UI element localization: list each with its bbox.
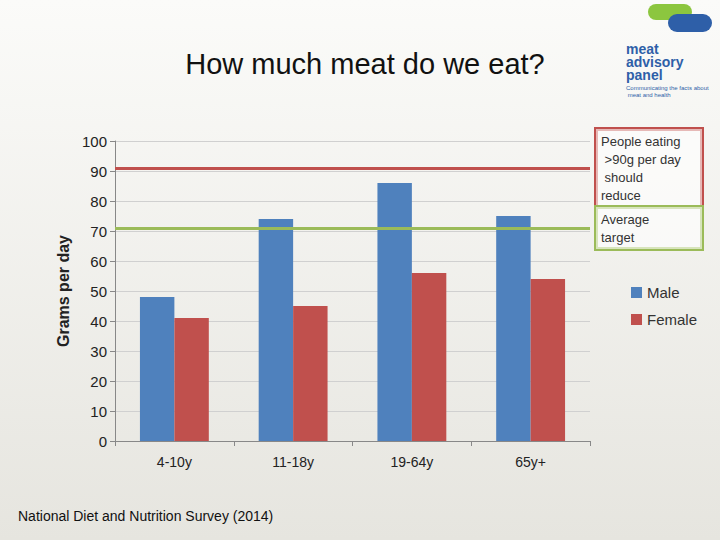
svg-text:advisory: advisory — [626, 54, 684, 70]
svg-text:target: target — [601, 230, 635, 245]
svg-text:20: 20 — [90, 373, 107, 390]
svg-text:Average: Average — [601, 212, 653, 227]
svg-text:90: 90 — [90, 163, 107, 180]
svg-text:30: 30 — [90, 343, 107, 360]
svg-text:Female: Female — [647, 311, 697, 328]
svg-text:65y+: 65y+ — [515, 454, 546, 470]
svg-text:10: 10 — [90, 403, 107, 420]
svg-text:100: 100 — [82, 133, 107, 150]
svg-text:60: 60 — [90, 253, 107, 270]
svg-text:meat and health: meat and health — [626, 92, 671, 98]
svg-text:80: 80 — [90, 193, 107, 210]
svg-text:50: 50 — [90, 283, 107, 300]
svg-text:Communicating the facts about: Communicating the facts about — [626, 85, 709, 91]
svg-text:meat: meat — [626, 41, 659, 57]
svg-text:People eating: People eating — [601, 134, 681, 149]
svg-text:4-10y: 4-10y — [157, 454, 192, 470]
svg-text:70: 70 — [90, 223, 107, 240]
svg-text:>90g per day: >90g per day — [601, 152, 681, 167]
svg-text:How much meat do we eat?: How much meat do we eat? — [185, 48, 544, 80]
svg-text:19-64y: 19-64y — [390, 454, 433, 470]
svg-text:Grams per day: Grams per day — [55, 235, 72, 347]
svg-text:Male: Male — [647, 284, 680, 301]
svg-text:0: 0 — [99, 433, 107, 450]
svg-text:should: should — [601, 170, 647, 185]
svg-text:reduce: reduce — [601, 188, 641, 203]
svg-text:40: 40 — [90, 313, 107, 330]
svg-text:National Diet and Nutrition Su: National Diet and Nutrition Survey (2014… — [18, 508, 273, 524]
svg-text:panel: panel — [626, 67, 663, 83]
svg-text:11-18y: 11-18y — [272, 454, 314, 470]
